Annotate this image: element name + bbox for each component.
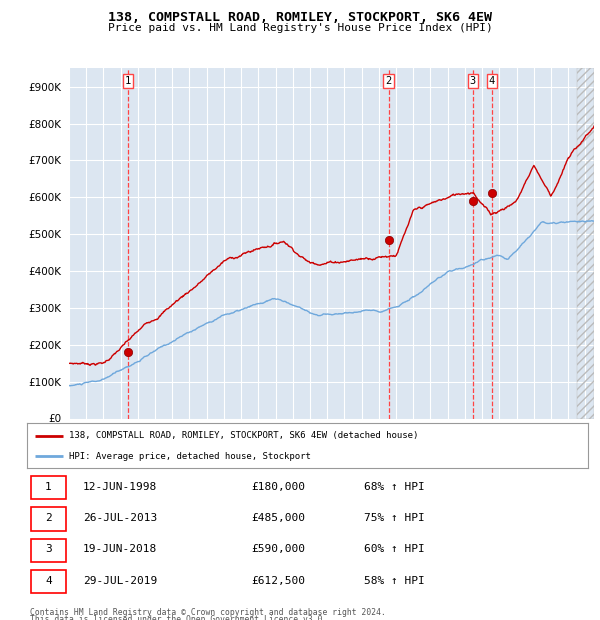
- Text: Contains HM Land Registry data © Crown copyright and database right 2024.: Contains HM Land Registry data © Crown c…: [30, 608, 386, 617]
- Text: £485,000: £485,000: [251, 513, 305, 523]
- Text: 29-JUL-2019: 29-JUL-2019: [83, 575, 157, 585]
- Text: £180,000: £180,000: [251, 482, 305, 492]
- Text: 75% ↑ HPI: 75% ↑ HPI: [364, 513, 424, 523]
- Text: Price paid vs. HM Land Registry's House Price Index (HPI): Price paid vs. HM Land Registry's House …: [107, 23, 493, 33]
- Text: 68% ↑ HPI: 68% ↑ HPI: [364, 482, 424, 492]
- Text: HPI: Average price, detached house, Stockport: HPI: Average price, detached house, Stoc…: [69, 451, 311, 461]
- Text: 19-JUN-2018: 19-JUN-2018: [83, 544, 157, 554]
- Text: 1: 1: [125, 76, 131, 86]
- FancyBboxPatch shape: [31, 507, 66, 531]
- FancyBboxPatch shape: [31, 570, 66, 593]
- Text: 58% ↑ HPI: 58% ↑ HPI: [364, 575, 424, 585]
- FancyBboxPatch shape: [31, 539, 66, 562]
- Text: £612,500: £612,500: [251, 575, 305, 585]
- Text: 60% ↑ HPI: 60% ↑ HPI: [364, 544, 424, 554]
- Text: 138, COMPSTALL ROAD, ROMILEY, STOCKPORT, SK6 4EW: 138, COMPSTALL ROAD, ROMILEY, STOCKPORT,…: [108, 11, 492, 24]
- Text: 26-JUL-2013: 26-JUL-2013: [83, 513, 157, 523]
- Text: 2: 2: [45, 513, 52, 523]
- FancyBboxPatch shape: [31, 476, 66, 499]
- Text: 3: 3: [470, 76, 476, 86]
- Text: 1: 1: [45, 482, 52, 492]
- Text: 12-JUN-1998: 12-JUN-1998: [83, 482, 157, 492]
- Text: £590,000: £590,000: [251, 544, 305, 554]
- Text: This data is licensed under the Open Government Licence v3.0.: This data is licensed under the Open Gov…: [30, 615, 328, 620]
- Text: 3: 3: [45, 544, 52, 554]
- Text: 138, COMPSTALL ROAD, ROMILEY, STOCKPORT, SK6 4EW (detached house): 138, COMPSTALL ROAD, ROMILEY, STOCKPORT,…: [69, 431, 418, 440]
- Text: 2: 2: [386, 76, 392, 86]
- Text: 4: 4: [45, 575, 52, 585]
- Text: 4: 4: [489, 76, 495, 86]
